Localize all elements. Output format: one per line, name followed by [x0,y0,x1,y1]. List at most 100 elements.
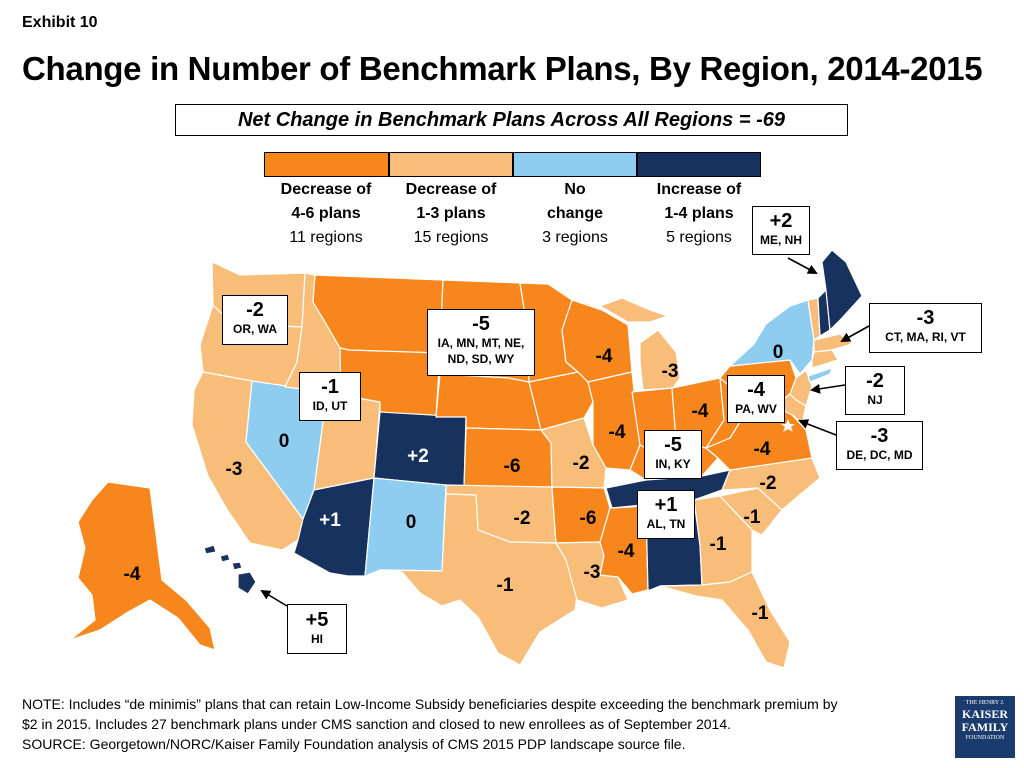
label-ga: -1 [710,534,727,555]
logo-line-1: THE HENRY J. [965,700,1005,706]
label-tx: -1 [497,575,514,596]
net-change-box: Net Change in Benchmark Plans Across All… [175,104,848,136]
label-il: -4 [609,422,626,443]
legend-swatch-decrease-4-6 [264,152,389,177]
callout-states: PA, WV [735,402,777,416]
callout-value: +1 [654,494,678,516]
arrow-new-england [840,325,870,342]
logo-line-4: FOUNDATION [965,735,1005,741]
state-mi [639,329,681,391]
legend-line2: change [546,205,603,222]
label-nv: 0 [279,431,290,452]
legend-count: 5 regions [666,229,732,246]
label-mi: -3 [662,361,679,382]
source-line: SOURCE: Georgetown/NORC/Kaiser Family Fo… [22,736,686,752]
callout-me-nh: +2 ME, NH [752,206,810,255]
exhibit-label: Exhibit 10 [22,14,98,31]
logo-line-2: KAISER [961,707,1008,721]
label-ca: -3 [226,459,243,480]
label-ny: 0 [773,342,784,363]
label-la: -3 [584,562,601,583]
arrow-hi [260,589,288,607]
callout-states: AL, TN [646,517,686,531]
state-tx [379,493,578,666]
page-title: Change in Number of Benchmark Plans, By … [22,50,983,87]
callout-value: -3 [916,307,935,329]
legend-line2: 1-3 plans [416,205,486,222]
legend-line1: Decrease of [280,181,372,198]
callout-new-england: -3 CT, MA, RI, VT [869,303,982,353]
callout-value: +5 [305,609,329,631]
callout-value: -5 [664,434,682,456]
legend-swatch-decrease-1-3 [389,152,513,177]
callout-pa-wv: -4 PA, WV [727,375,785,423]
callout-value: -4 [747,379,765,401]
state-mo [540,417,607,489]
logo-line-3: FAMILY [961,720,1009,734]
callout-nj: -2 NJ [845,366,905,415]
state-ak [69,481,216,651]
callout-states: ME, NH [760,233,802,247]
legend-line2: 4-6 plans [291,205,361,222]
callout-value: -2 [246,299,264,321]
state-md-de [779,393,807,425]
callout-states: CT, MA, RI, VT [885,330,966,344]
callout-value: +2 [769,210,793,232]
state-ct-ri [811,349,839,369]
legend-swatch-increase-1-4 [637,152,761,177]
callout-id-ut: -1 ID, UT [299,372,361,421]
callout-or-wa: -2 OR, WA [222,295,288,345]
legend-line1: Increase of [656,181,742,198]
state-fl [659,571,791,669]
state-hi [203,544,257,595]
legend-count: 11 regions [289,229,363,246]
callout-al-tn: +1 AL, TN [637,490,695,539]
legend-item-increase-1-4: Increase of 1-4 plans 5 regions [637,178,761,250]
legend-item-no-change: No change 3 regions [513,178,637,250]
callout-states: DE, DC, MD [846,448,913,462]
label-va: -4 [754,439,771,460]
callout-states: HI [311,632,323,646]
legend-item-decrease-1-3: Decrease of 1-3 plans 15 regions [389,178,513,250]
callout-hi: +5 HI [287,604,347,654]
label-ar: -6 [580,508,597,529]
label-oh: -4 [692,401,709,422]
legend-count: 3 regions [542,229,608,246]
label-fl: -1 [752,603,769,624]
label-ok: -2 [514,508,531,529]
note-line-2: $2 in 2015. Includes 27 benchmark plans … [22,716,731,732]
legend-count: 15 regions [413,229,489,246]
label-ms: -4 [618,541,635,562]
label-ks: -6 [504,456,521,477]
callout-plains: -5 IA, MN, MT, NE, ND, SD, WY [427,309,535,376]
callout-states: IN, KY [655,457,691,471]
callout-de-dc-md: -3 DE, DC, MD [836,421,923,470]
state-mi-up [599,297,669,323]
callout-states: NJ [867,393,883,407]
label-az: +1 [319,510,341,531]
label-ak: -4 [124,564,141,585]
label-nc: -2 [760,473,777,494]
callout-states: OR, WA [233,322,277,336]
state-me [821,249,863,331]
callout-states: IA, MN, MT, NE, [437,336,525,350]
arrow-me-nh [787,257,818,274]
dc-star-icon [781,419,795,432]
legend-swatch-no-change [513,152,637,177]
footnote: NOTE: Includes “de minimis” plans that c… [22,694,942,754]
callout-value: -2 [866,370,884,392]
legend-line2: 1-4 plans [664,205,734,222]
arrow-nj [810,383,846,394]
state-il [587,371,641,471]
callout-value: -3 [870,425,889,447]
legend-line1: No [564,181,586,198]
arrow-de-dc-md [798,419,837,436]
label-nm: 0 [406,512,417,533]
legend-line1: Decrease of [405,181,497,198]
callout-states-line2: ND, SD, WY [447,352,515,366]
label-wi: -4 [596,346,613,367]
label-mo: -2 [573,453,590,474]
state-long-island [807,367,833,383]
note-line-1: NOTE: Includes “de minimis” plans that c… [22,696,838,712]
state-sc [719,487,783,536]
